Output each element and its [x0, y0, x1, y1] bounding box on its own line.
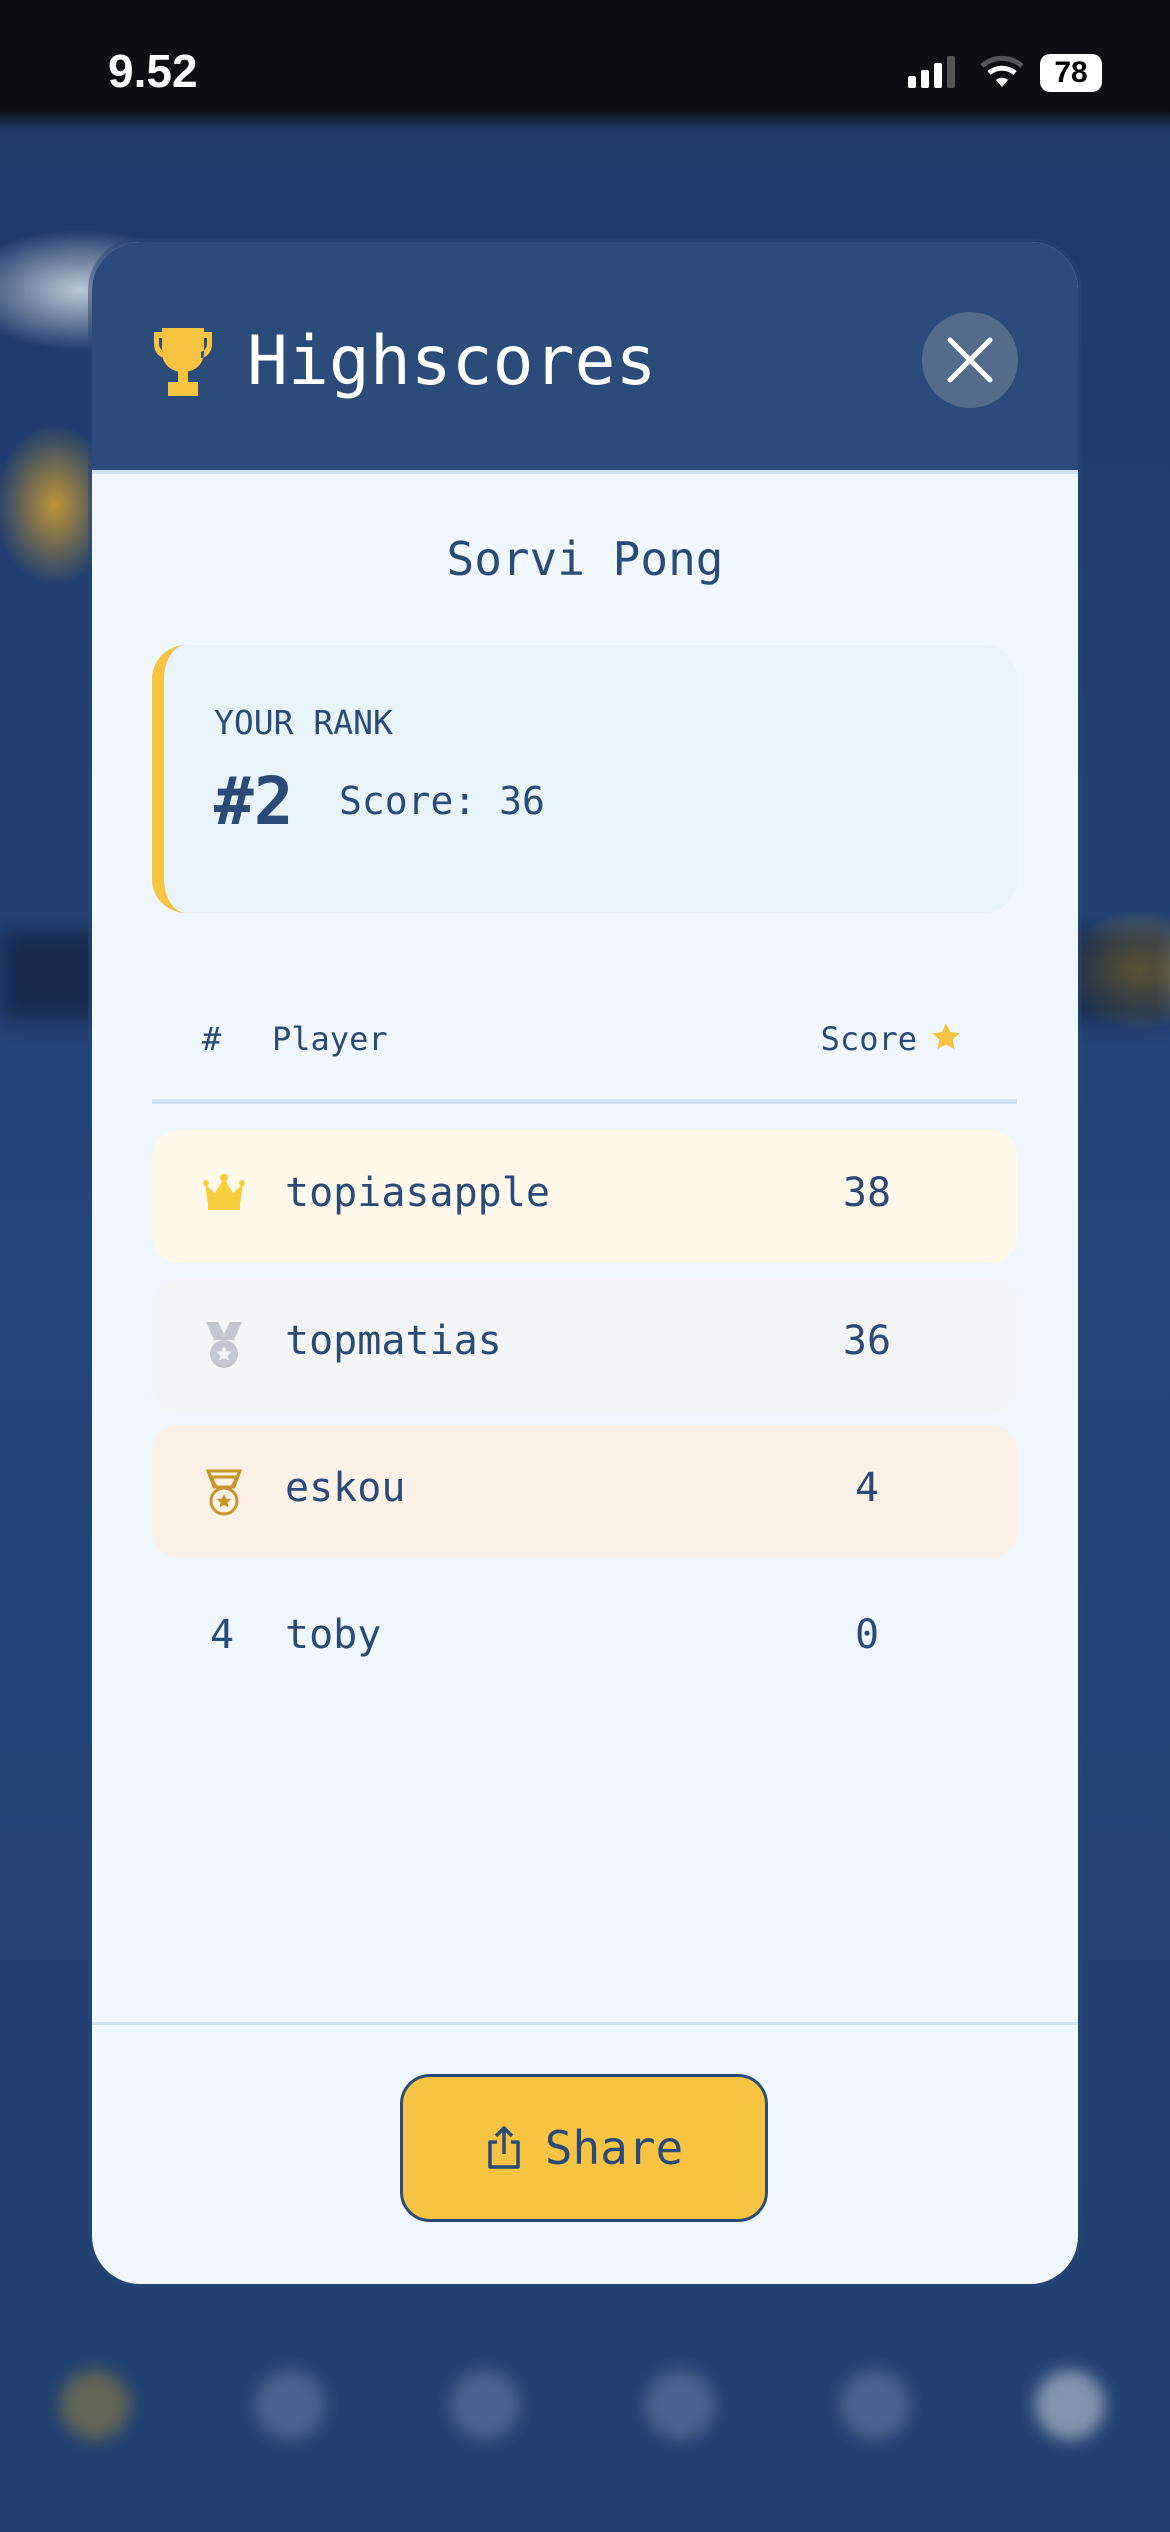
- close-button[interactable]: [922, 312, 1018, 408]
- row-score: 4: [854, 1465, 880, 1511]
- table-header: # Player Score: [152, 1010, 1017, 1070]
- close-icon: [947, 337, 993, 383]
- crown-icon: [202, 1174, 246, 1222]
- status-bar: 9.52 78: [0, 0, 1170, 130]
- trophy-icon: [154, 328, 212, 396]
- row-player: topiasapple: [285, 1170, 550, 1216]
- table-row: eskou 4: [152, 1425, 1017, 1558]
- row-score: 0: [854, 1612, 880, 1658]
- header-score: Score: [820, 1020, 917, 1058]
- row-player: topmatias: [285, 1318, 502, 1364]
- row-score: 38: [842, 1170, 892, 1216]
- header-player: Player: [272, 1020, 388, 1058]
- modal-title: Highscores: [247, 322, 657, 401]
- table-row: topmatias 36: [152, 1278, 1017, 1411]
- highscores-modal: Highscores Sorvi Pong YOUR RANK #2 Score…: [92, 242, 1078, 2284]
- share-icon: [488, 2126, 520, 2169]
- your-rank-card: YOUR RANK #2 Score: 36: [152, 645, 1017, 913]
- row-score: 36: [842, 1318, 892, 1364]
- share-button[interactable]: Share: [400, 2074, 768, 2222]
- row-player: eskou: [285, 1465, 406, 1511]
- table-row: topiasapple 38: [152, 1130, 1017, 1263]
- battery-indicator: 78: [1040, 54, 1102, 92]
- row-player: toby: [285, 1612, 382, 1658]
- share-label: Share: [544, 2121, 684, 2175]
- your-rank-number: #2: [214, 763, 294, 840]
- your-rank-label: YOUR RANK: [214, 703, 393, 742]
- bronze-medal-icon: [202, 1469, 246, 1517]
- star-icon: [932, 1023, 960, 1050]
- blurred-tab-bar: [0, 2360, 1170, 2440]
- header-rank: #: [202, 1020, 222, 1058]
- table-row: 4 toby 0: [152, 1572, 1017, 1705]
- game-title: Sorvi Pong: [446, 532, 724, 586]
- modal-header: Highscores: [92, 242, 1078, 474]
- clock: 9.52: [108, 45, 198, 97]
- your-rank-score: Score: 36: [339, 779, 545, 823]
- cellular-signal-icon: [908, 56, 955, 88]
- silver-medal-icon: [202, 1322, 246, 1370]
- wifi-icon: [980, 55, 1024, 87]
- row-rank: 4: [210, 1612, 235, 1658]
- footer-divider: [92, 2022, 1078, 2025]
- table-divider: [152, 1099, 1017, 1104]
